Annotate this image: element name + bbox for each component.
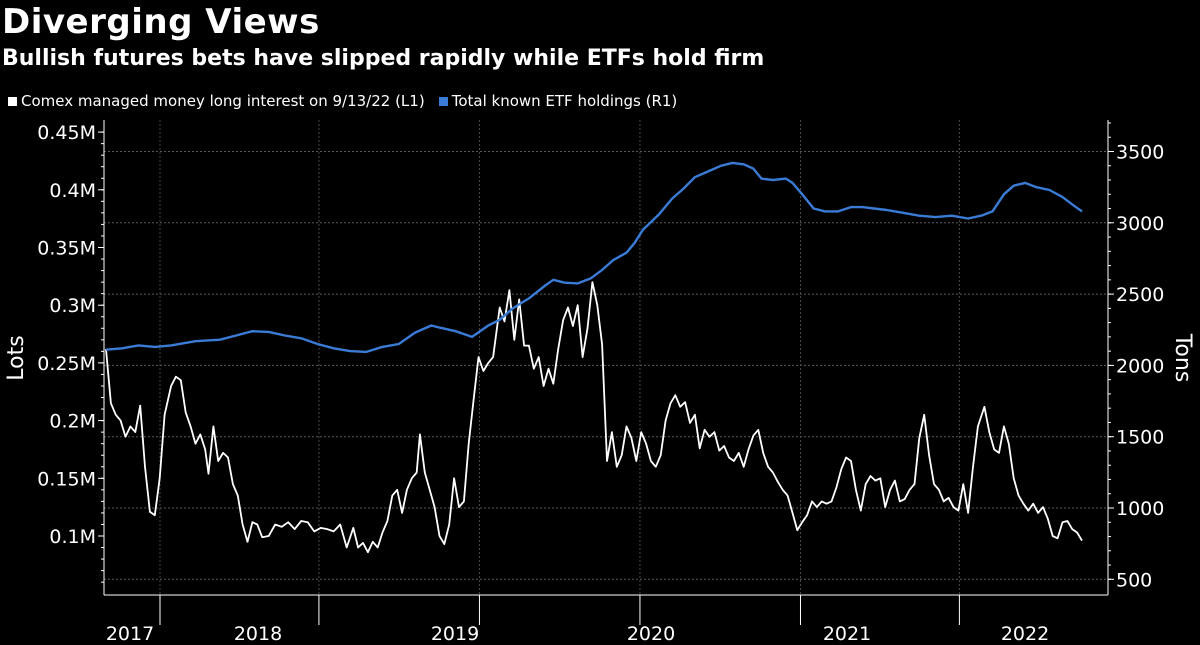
legend-label-comex: Comex managed money long interest on 9/1…	[21, 92, 425, 110]
chart-subtitle: Bullish futures bets have slipped rapidl…	[2, 46, 765, 71]
x-tick-label: 2020	[627, 623, 675, 645]
series-line-comex	[105, 281, 1083, 554]
left-tick-label: 0.4M	[49, 180, 96, 202]
right-tick-label: 1500	[1116, 427, 1164, 449]
x-tick-label: 2019	[431, 623, 479, 645]
left-tick-label: 0.3M	[49, 295, 96, 317]
left-tick-label: 0.2M	[49, 411, 96, 433]
legend-swatch-etf	[438, 96, 448, 106]
right-tick-label: 3500	[1116, 142, 1164, 164]
right-tick-label: 1000	[1116, 498, 1164, 520]
legend-item-comex: Comex managed money long interest on 9/1…	[8, 92, 425, 110]
chart-title: Diverging Views	[2, 2, 320, 42]
legend-item-etf: Total known ETF holdings (R1)	[438, 92, 678, 110]
left-axis-title: Lots	[4, 335, 29, 380]
left-tick-label: 0.35M	[37, 238, 96, 260]
series-line-etf	[105, 161, 1083, 354]
right-axis-title: Tons	[1170, 333, 1195, 383]
x-tick-label: 2021	[823, 623, 871, 645]
x-tick-label: 2017	[106, 623, 154, 645]
legend-label-etf: Total known ETF holdings (R1)	[451, 92, 678, 110]
left-tick-label: 0.1M	[49, 526, 96, 548]
left-tick-label: 0.25M	[37, 353, 96, 375]
right-tick-label: 2500	[1116, 284, 1164, 306]
right-tick-label: 500	[1116, 569, 1152, 591]
left-tick-label: 0.45M	[37, 122, 96, 144]
x-tick-label: 2022	[1001, 623, 1049, 645]
left-tick-label: 0.15M	[37, 468, 96, 490]
x-tick-label: 2018	[234, 623, 282, 645]
right-tick-label: 3000	[1116, 213, 1164, 235]
legend: Comex managed money long interest on 9/1…	[8, 92, 677, 110]
legend-swatch-comex	[8, 96, 17, 106]
right-tick-label: 2000	[1116, 355, 1164, 377]
